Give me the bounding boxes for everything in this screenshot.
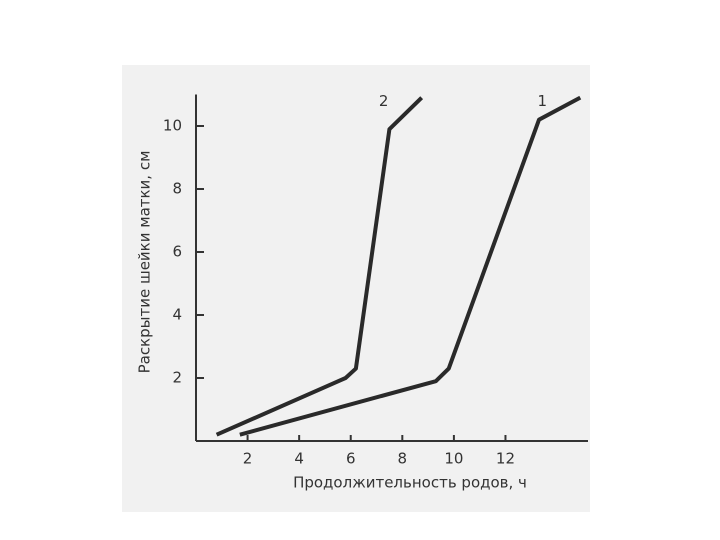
- y-tick-label: 8: [172, 180, 182, 198]
- y-tick-label: 6: [172, 243, 182, 261]
- x-tick-label: 12: [496, 450, 515, 468]
- line: [239, 95, 582, 437]
- y-tick-label: 4: [172, 306, 182, 324]
- x-tick-label: 10: [444, 450, 463, 468]
- line: [215, 96, 424, 437]
- scan-background: [122, 65, 590, 512]
- y-tick-label: 2: [172, 369, 182, 387]
- y-tick-label: 10: [163, 117, 182, 135]
- x-axis-label: Продолжительность родов, ч: [293, 474, 527, 492]
- x-tick-label: 6: [346, 450, 356, 468]
- x-tick-label: 2: [243, 450, 253, 468]
- series-label: 1: [537, 92, 547, 110]
- y-axis-label: Раскрытие шейки матки, см: [136, 151, 154, 374]
- x-tick-label: 4: [294, 450, 304, 468]
- x-tick-label: 8: [398, 450, 408, 468]
- series-label: 2: [379, 92, 389, 110]
